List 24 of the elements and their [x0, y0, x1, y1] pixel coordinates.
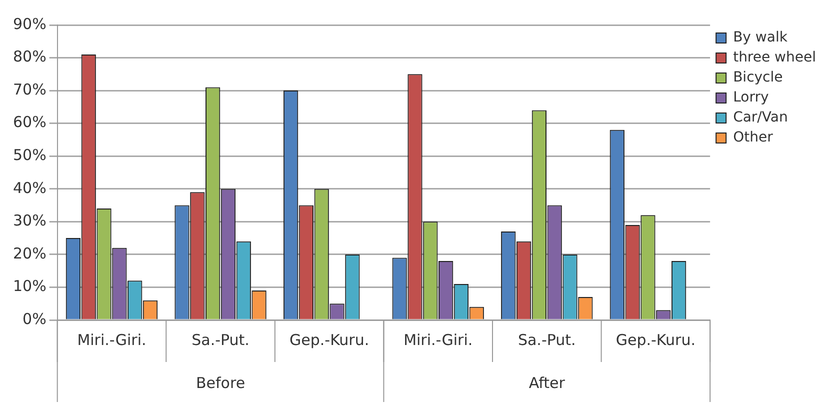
x-tick-label: Miri.-Giri.	[404, 330, 473, 349]
y-tick-label: 0%	[22, 310, 46, 328]
legend-label: By walk	[733, 30, 788, 46]
x-tick-label: Sa.-Put.	[192, 330, 250, 349]
text: After	[528, 374, 566, 392]
y-tick-label: 50%	[12, 146, 46, 164]
x-tick-label: Gep.-Kuru.	[616, 330, 696, 349]
legend-label: Lorry	[733, 90, 769, 106]
y-tick-label: 60%	[12, 113, 46, 132]
legend-label: Other	[733, 130, 774, 146]
legend-label: Car/Van	[733, 110, 788, 126]
x-tick-label: Sa.-Put.	[518, 330, 576, 349]
y-tick-label: 90%	[12, 14, 46, 33]
y-tick-label: 40%	[12, 178, 46, 197]
y-tick-label: 20%	[12, 244, 46, 262]
text: Before	[196, 374, 246, 392]
y-tick-label: 70%	[12, 80, 46, 98]
x-tick-label: Miri.-Giri.	[77, 330, 146, 349]
y-tick-label: 10%	[12, 277, 46, 296]
x-tick-label: Gep.-Kuru.	[290, 330, 370, 349]
y-tick-label: 30%	[12, 212, 46, 230]
legend-label: three wheel	[733, 50, 816, 66]
y-tick-label: 80%	[12, 48, 46, 66]
legend-label: Bicycle	[733, 70, 783, 86]
